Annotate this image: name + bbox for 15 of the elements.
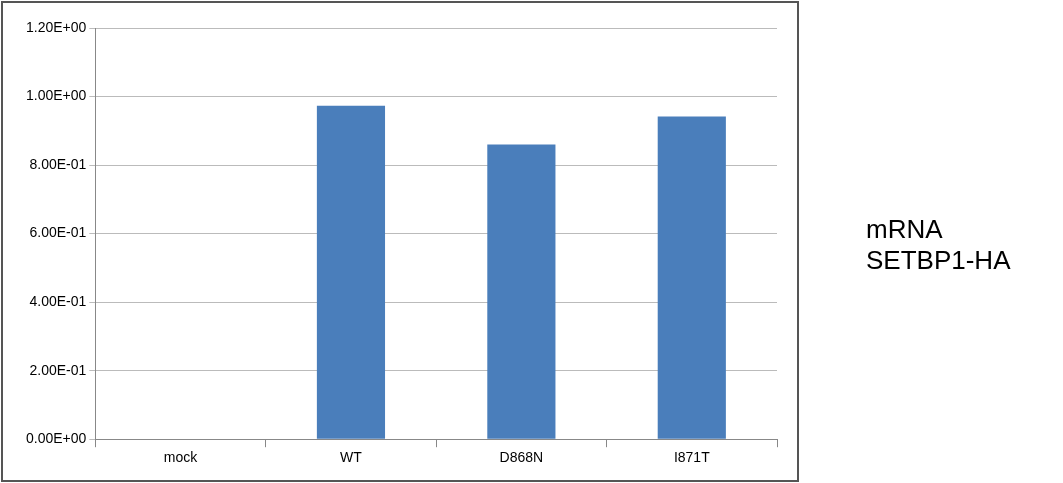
y-tick-label: 6.00E-01 [29, 224, 87, 241]
x-tick-label: D868N [499, 449, 544, 466]
y-tick-label: 0.00E+00 [25, 430, 87, 447]
y-tick-label: 4.00E-01 [29, 292, 87, 309]
bar [657, 116, 726, 439]
y-tick-label: 8.00E-01 [29, 155, 87, 172]
y-tick-label: 1.00E+00 [25, 87, 87, 104]
x-tick-label: I871T [673, 449, 711, 466]
x-tick-label: WT [340, 449, 363, 466]
text: mRNA SETBP1-HA [866, 214, 1012, 276]
bar [316, 105, 386, 439]
y-tick-label: 1.20E+00 [25, 18, 87, 35]
y-tick-label: 2.00E-01 [29, 361, 87, 378]
x-tick-label: mock [163, 449, 199, 466]
bar [487, 144, 556, 439]
